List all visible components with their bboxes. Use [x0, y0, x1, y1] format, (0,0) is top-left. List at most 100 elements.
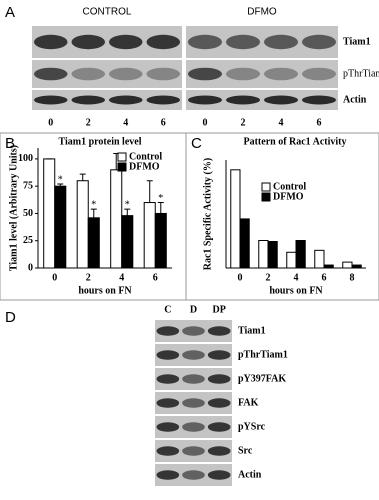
blot-band — [34, 34, 68, 50]
blot-band — [207, 422, 231, 432]
blot-band — [156, 374, 180, 384]
significance-mark: * — [58, 174, 63, 185]
blot-band — [226, 34, 260, 50]
bar — [286, 251, 297, 269]
error-bar — [79, 173, 86, 181]
lane-label: DP — [212, 304, 225, 315]
blot-band — [156, 470, 180, 480]
blot-band — [34, 67, 68, 81]
lane-label: D — [190, 304, 197, 315]
lane-label: 6 — [161, 117, 166, 128]
lane-label: 6 — [317, 117, 322, 128]
panel-label: B — [5, 135, 15, 152]
panel-label: C — [191, 135, 202, 152]
significance-mark: * — [125, 199, 130, 210]
legend-label: DFMO — [129, 161, 160, 172]
bar — [110, 169, 123, 269]
y-tick-label: 50 — [23, 208, 33, 219]
x-tick-label: 2 — [266, 272, 271, 283]
legend-swatch — [117, 162, 127, 172]
bar — [351, 264, 362, 269]
x-tick-label: 0 — [52, 272, 57, 283]
blot-band — [156, 350, 180, 360]
blot-band — [156, 446, 180, 456]
bar — [76, 180, 89, 269]
error-bar — [90, 208, 97, 218]
blot-band — [207, 446, 231, 456]
x-tick-label: 8 — [350, 272, 355, 283]
x-tick-label: 6 — [153, 272, 158, 283]
blot-band — [182, 470, 205, 480]
blot-band — [71, 67, 105, 81]
bar — [258, 240, 269, 269]
blot-band — [182, 422, 205, 432]
blot-band — [182, 374, 205, 384]
row-label: Tiam1 — [343, 36, 371, 47]
lane-label: 4 — [279, 117, 284, 128]
row-label: pY397FAK — [238, 373, 286, 384]
y-tick-label: 100 — [18, 153, 33, 164]
lane-label: 2 — [86, 117, 91, 128]
group-label: CONTROL — [83, 7, 132, 18]
blot-band — [207, 398, 231, 408]
blot-band — [146, 95, 180, 105]
x-axis-label: hours on FN — [269, 285, 323, 296]
blot-band — [188, 67, 222, 81]
error-bar — [124, 208, 131, 216]
y-axis-label: Rac1 Specific Activity (%) — [202, 158, 213, 270]
lane-label: 0 — [48, 117, 53, 128]
bar — [295, 240, 306, 269]
bar — [154, 212, 167, 269]
bar — [43, 158, 56, 269]
bar — [143, 202, 156, 269]
blot-band — [34, 95, 68, 105]
lane-label: 4 — [123, 117, 128, 128]
blot-band — [207, 470, 231, 480]
x-tick-label: 6 — [322, 272, 327, 283]
lane-label: 2 — [241, 117, 246, 128]
blot-band — [226, 95, 260, 105]
blot-band — [188, 34, 222, 50]
bar — [239, 218, 250, 269]
group-label: DFMO — [247, 7, 277, 18]
panel-label: A — [5, 4, 15, 21]
x-tick-label: 0 — [238, 272, 243, 283]
x-axis-label: hours on FN — [78, 285, 132, 296]
blot-band — [146, 67, 180, 81]
chart-title: Pattern of Rac1 Activity — [243, 136, 346, 147]
blot-band — [71, 95, 105, 105]
legend-swatch — [261, 192, 271, 202]
y-tick-label: 0 — [28, 262, 33, 273]
error-bar — [157, 202, 164, 214]
blot-band — [109, 95, 143, 105]
blot-band — [264, 95, 298, 105]
blot-strip — [186, 90, 338, 110]
blot-band — [182, 446, 205, 456]
row-label: Tiam1 — [238, 325, 266, 336]
blot-band — [264, 34, 298, 50]
blot-band — [156, 398, 180, 408]
legend-label: Control — [273, 181, 306, 192]
bar — [121, 215, 134, 269]
lane-label: C — [164, 304, 171, 315]
error-bar — [146, 180, 153, 203]
bar — [230, 169, 241, 269]
chart-title: Tiam1 protein level — [59, 136, 142, 147]
x-tick-label: 4 — [294, 272, 299, 283]
blot-band — [156, 326, 180, 336]
significance-mark: * — [158, 193, 163, 204]
y-tick-label: 75 — [23, 180, 33, 191]
significance-mark: * — [91, 199, 96, 210]
blot-band — [207, 326, 231, 336]
blot-strip — [32, 90, 182, 110]
row-label: Actin — [238, 469, 262, 480]
bar — [54, 185, 67, 269]
legend-swatch — [261, 182, 271, 192]
bar — [342, 261, 353, 269]
row-label: pYSrc — [238, 421, 266, 432]
error-bar — [57, 183, 64, 187]
blot-band — [264, 67, 298, 81]
row-label: FAK — [238, 397, 259, 408]
blot-band — [71, 34, 105, 50]
bar — [323, 264, 334, 269]
